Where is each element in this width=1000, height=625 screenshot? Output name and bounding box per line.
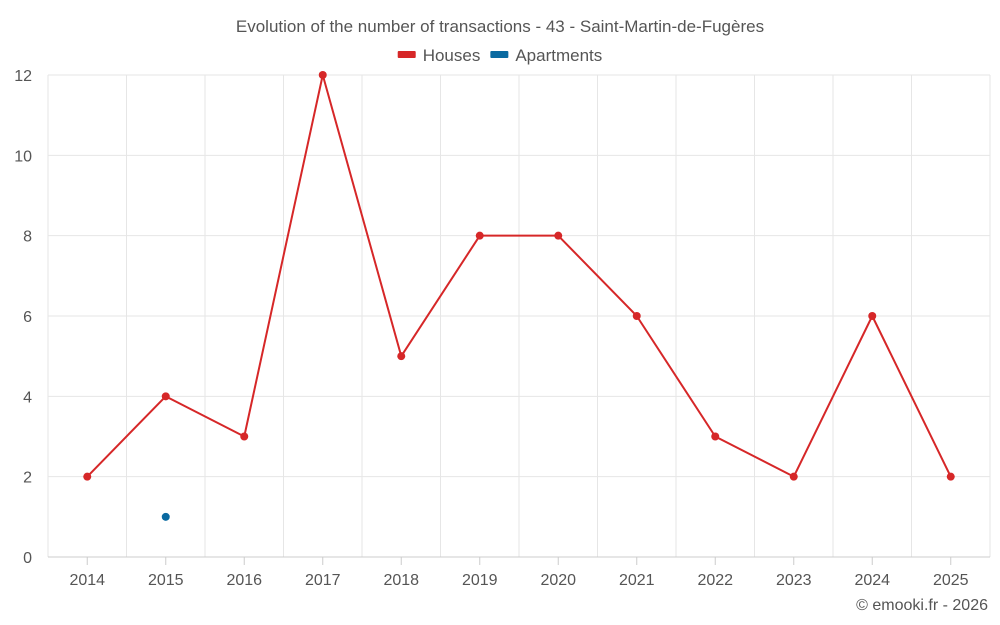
x-tick-label: 2016 bbox=[226, 572, 262, 589]
data-point[interactable] bbox=[161, 392, 170, 401]
data-point[interactable] bbox=[789, 472, 798, 481]
x-tick-label: 2015 bbox=[148, 572, 184, 589]
data-point[interactable] bbox=[475, 231, 484, 240]
x-tick-label: 2025 bbox=[933, 572, 969, 589]
series-houses bbox=[83, 71, 955, 481]
y-tick-label: 6 bbox=[23, 309, 32, 326]
axes: 0 2 4 6 8 10 12 2014 2015 2016 2017 2018 2019 2020 202… bbox=[14, 68, 990, 589]
x-tick-label: 2014 bbox=[69, 572, 105, 589]
chart-title: Evolution of the number of transactions … bbox=[236, 17, 764, 36]
y-tick-label: 12 bbox=[14, 68, 32, 85]
credit-text: © emooki.fr - 2026 bbox=[856, 597, 988, 614]
x-tick-label: 2020 bbox=[540, 572, 576, 589]
legend: Houses Apartments bbox=[397, 46, 602, 65]
data-point[interactable] bbox=[240, 432, 249, 441]
data-point[interactable] bbox=[318, 71, 327, 79]
data-point[interactable] bbox=[554, 231, 563, 240]
x-tick-label: 2024 bbox=[854, 572, 890, 589]
legend-label-apartments[interactable]: Apartments bbox=[515, 46, 602, 65]
x-tick-label: 2019 bbox=[462, 572, 498, 589]
data-point[interactable] bbox=[397, 352, 406, 361]
x-tick-label: 2021 bbox=[619, 572, 655, 589]
data-point[interactable] bbox=[946, 472, 955, 481]
legend-label-houses[interactable]: Houses bbox=[423, 46, 481, 65]
y-tick-label: 10 bbox=[14, 148, 32, 165]
series-apartments bbox=[161, 512, 170, 521]
legend-swatch-houses bbox=[397, 51, 416, 58]
x-tick-label: 2018 bbox=[383, 572, 419, 589]
data-point[interactable] bbox=[632, 312, 641, 320]
series-line bbox=[86, 74, 952, 478]
y-tick-label: 8 bbox=[23, 229, 32, 246]
x-tick-label: 2017 bbox=[305, 572, 341, 589]
data-point[interactable] bbox=[161, 512, 170, 521]
y-tick-label: 2 bbox=[23, 470, 32, 487]
data-point[interactable] bbox=[868, 312, 877, 320]
data-point[interactable] bbox=[711, 432, 720, 441]
y-tick-label: 0 bbox=[23, 550, 32, 567]
grid bbox=[47, 74, 991, 557]
y-tick-label: 4 bbox=[23, 389, 32, 406]
data-point[interactable] bbox=[83, 472, 92, 481]
series-layer bbox=[83, 71, 955, 521]
legend-swatch-apartments bbox=[490, 51, 509, 58]
x-tick-label: 2022 bbox=[697, 572, 733, 589]
x-tick-label: 2023 bbox=[776, 572, 812, 589]
